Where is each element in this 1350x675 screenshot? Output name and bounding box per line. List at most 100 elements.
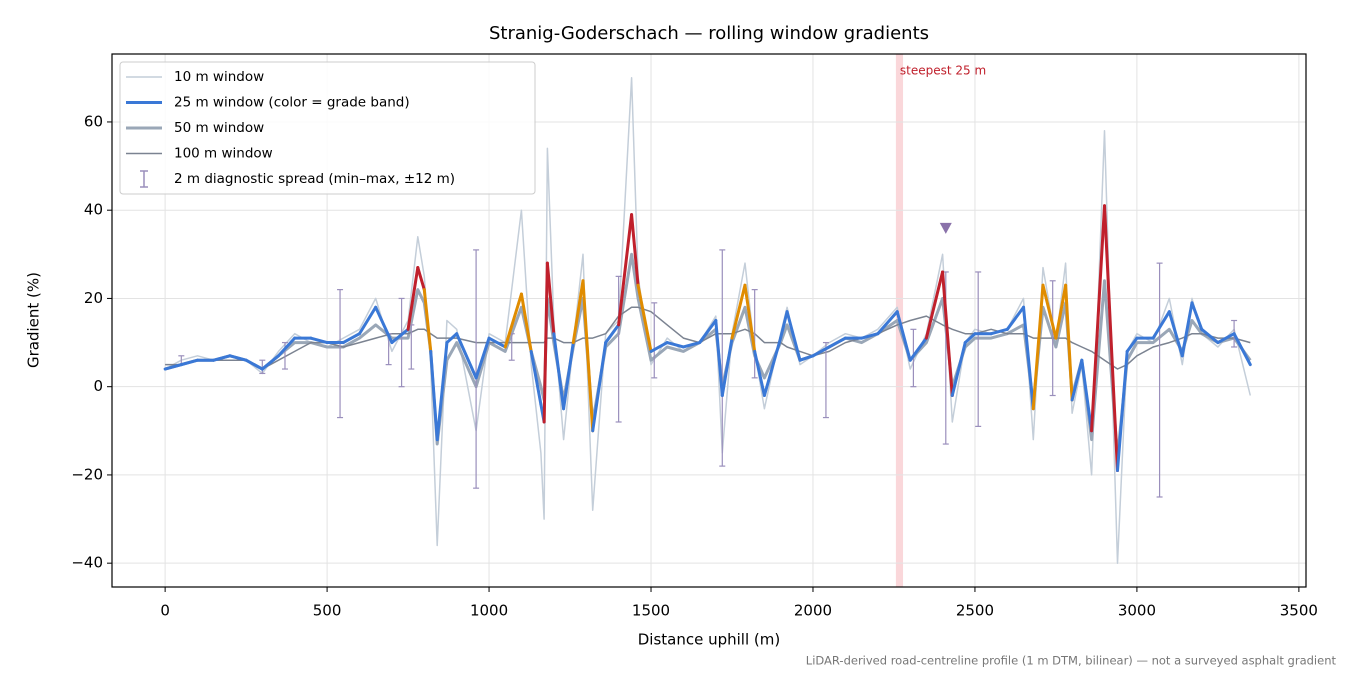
line-segment — [571, 279, 585, 345]
legend-box — [119, 61, 536, 195]
line-segment — [698, 319, 718, 345]
x-tick-label: 500 — [313, 602, 342, 620]
line-segment — [827, 336, 847, 349]
x-tick-label: 1500 — [632, 602, 670, 620]
line-segment — [1180, 301, 1194, 358]
line-segment — [950, 341, 967, 398]
error-bar — [259, 359, 266, 375]
plot-area — [163, 77, 1252, 564]
line-segment — [1070, 358, 1084, 402]
line-segment — [1115, 349, 1129, 473]
line-segment — [1064, 283, 1074, 402]
line-segment — [374, 305, 394, 345]
line-segment — [416, 266, 426, 292]
legend: 10 m window 25 m window (color = grade ba… — [119, 61, 536, 195]
line-segment — [1151, 310, 1171, 340]
line-segment — [591, 341, 608, 433]
line-segment — [212, 354, 232, 362]
error-bar — [975, 271, 982, 427]
line-segment — [341, 332, 361, 345]
line-segment — [811, 345, 831, 358]
error-bar — [1049, 280, 1056, 397]
chart-title: Stranig-Goderschach — rolling window gra… — [489, 23, 929, 44]
line-segment — [503, 292, 523, 349]
line-segment — [260, 354, 280, 371]
line-segment — [989, 327, 1009, 336]
line-segment — [179, 358, 200, 367]
line-segment — [941, 270, 954, 398]
error-bar — [751, 289, 758, 379]
line-segment — [1190, 301, 1204, 331]
x-tick-label: 2500 — [956, 602, 994, 620]
x-axis-label: Distance uphill (m) — [638, 631, 780, 649]
line-segment — [228, 354, 248, 362]
line-segment — [1022, 305, 1035, 411]
line-segment — [1216, 332, 1236, 345]
line-segment — [163, 363, 183, 371]
line-segment — [963, 332, 977, 345]
line-segment — [860, 332, 880, 340]
line-segment — [581, 279, 595, 433]
footnote: LiDAR-derived road-centreline profile (1… — [806, 654, 1337, 668]
line-segment — [665, 341, 685, 349]
line-segment — [636, 283, 653, 353]
line-segment — [545, 261, 556, 336]
line-segment — [753, 349, 766, 398]
line-segment — [529, 349, 543, 406]
line-segment — [276, 336, 297, 358]
line-segment — [429, 349, 439, 442]
line-segment — [798, 354, 815, 362]
y-axis-label: Gradient (%) — [25, 272, 43, 368]
legend-label: 100 m window — [174, 146, 273, 162]
line-segment — [445, 332, 459, 345]
line-segment — [649, 341, 669, 353]
error-bar — [337, 289, 344, 419]
error-bar — [398, 297, 405, 388]
line-segment — [435, 341, 449, 442]
x-tick-label: 3000 — [1118, 602, 1156, 620]
line-segment — [681, 341, 702, 349]
line-segment — [1054, 283, 1068, 340]
line-segment — [455, 332, 478, 380]
line-segment — [422, 288, 433, 353]
line-segment — [604, 323, 621, 345]
line-segment — [1103, 204, 1119, 473]
line-segment — [730, 283, 747, 340]
y-tick-label: −40 — [71, 554, 103, 572]
line-series — [165, 306, 1251, 370]
line-segment — [487, 336, 507, 349]
line-segment — [406, 266, 420, 331]
line-segment — [630, 213, 640, 287]
y-tick-label: 60 — [84, 112, 103, 130]
line-segment — [542, 261, 549, 424]
x-tick-label: 3500 — [1280, 602, 1318, 620]
line-segment — [1125, 336, 1139, 353]
line-segment — [1200, 327, 1220, 345]
line-segment — [617, 213, 634, 327]
line-segment — [562, 341, 575, 411]
error-bar — [651, 302, 658, 379]
legend-label: 10 m window — [174, 69, 264, 85]
line-segment — [1090, 204, 1107, 433]
highlight-label: steepest 25 m — [900, 64, 986, 78]
line-segment — [1031, 283, 1045, 411]
line-segment — [1167, 310, 1184, 358]
line-segment — [244, 358, 264, 371]
marker — [939, 222, 952, 234]
legend-label: 25 m window (color = grade band) — [174, 95, 410, 111]
line-segment — [390, 327, 410, 345]
x-tick-label: 1000 — [470, 602, 508, 620]
plot-frame — [111, 53, 1307, 588]
line-segment — [1005, 305, 1026, 331]
line-segment — [785, 310, 802, 362]
line-segment — [924, 270, 945, 340]
x-tick-label: 2000 — [794, 602, 832, 620]
line-segment — [1232, 332, 1252, 367]
legend-label: 2 m diagnostic spread (min–max, ±12 m) — [174, 171, 455, 187]
legend-label: 50 m window — [174, 120, 264, 136]
line-segment — [720, 336, 734, 398]
x-tick-label: 0 — [160, 602, 170, 620]
error-bar — [473, 249, 480, 489]
y-tick-label: 0 — [93, 377, 103, 395]
